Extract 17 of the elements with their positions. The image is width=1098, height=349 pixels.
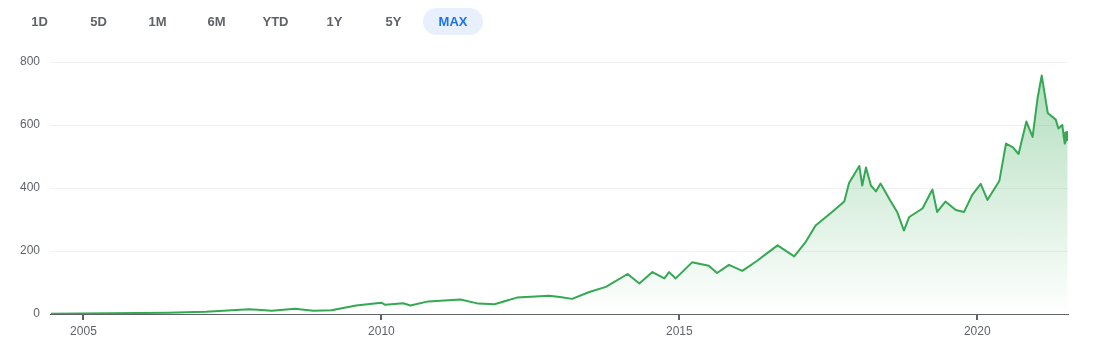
y-tick-label: 0 <box>33 306 41 321</box>
text: 5Y <box>384 13 403 31</box>
x-tick-label: 2020 <box>963 323 991 338</box>
y-tick-label: 800 <box>19 54 41 69</box>
x-tick-label: 2015 <box>665 323 694 338</box>
y-tick-label: 600 <box>19 117 41 132</box>
text: 6M <box>206 13 227 31</box>
text: YTD <box>261 13 290 31</box>
y-tick-label: 200 <box>19 243 41 258</box>
text: 5D <box>89 13 108 31</box>
text: MAX <box>423 8 483 35</box>
text: 1M <box>147 13 168 31</box>
y-tick-label: 400 <box>19 180 41 195</box>
text: 1Y <box>325 13 344 31</box>
x-tick-label: 2010 <box>368 323 396 338</box>
text: 1D <box>30 13 49 31</box>
x-tick-label: 2005 <box>70 323 98 338</box>
